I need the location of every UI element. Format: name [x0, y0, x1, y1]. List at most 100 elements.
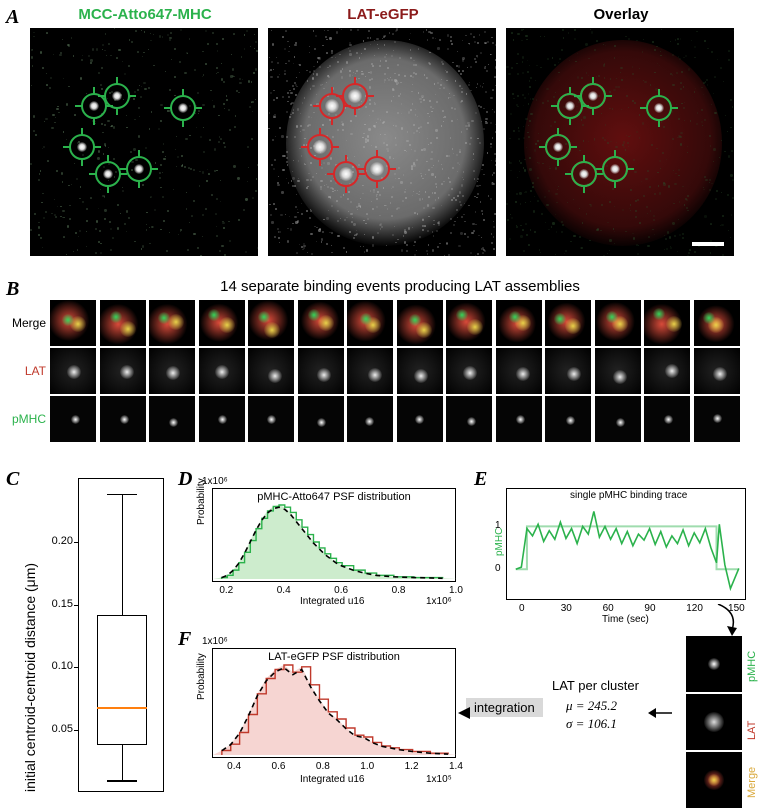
- mini-tile: [686, 636, 742, 692]
- tile-pmhc: [496, 396, 542, 442]
- tile-pmhc: [347, 396, 393, 442]
- tile-merge: [694, 300, 740, 346]
- tile-merge: [248, 300, 294, 346]
- tile-merge: [446, 300, 492, 346]
- tile-lat: [149, 348, 195, 394]
- tile-merge: [595, 300, 641, 346]
- panel-label-D: D: [178, 468, 192, 491]
- crosshair-marker: [642, 91, 676, 125]
- tile-pmhc: [545, 396, 591, 442]
- F-ytop: 1x10⁶: [202, 636, 228, 647]
- E-ylab: pMHC: [494, 528, 505, 556]
- tile-lat: [298, 348, 344, 394]
- mini-tile: [686, 752, 742, 808]
- colA-title-3: Overlay: [506, 6, 736, 23]
- tile-lat: [694, 348, 740, 394]
- tile-merge: [545, 300, 591, 346]
- tile-merge: [347, 300, 393, 346]
- tile-merge: [149, 300, 195, 346]
- crosshair-marker: [576, 79, 610, 113]
- rowlab-merge: Merge: [0, 316, 46, 330]
- micrograph-lat: [268, 28, 496, 256]
- ytick-label: 0.20: [37, 535, 73, 547]
- ytick-label: 0.05: [37, 723, 73, 735]
- tile-pmhc: [397, 396, 443, 442]
- tile-merge: [496, 300, 542, 346]
- F-ylab: Probability: [196, 653, 207, 700]
- E-title: single pMHC binding trace: [570, 490, 687, 501]
- lat-per-cluster-label: LAT per cluster: [552, 678, 639, 693]
- tile-pmhc: [595, 396, 641, 442]
- panel-label-C: C: [6, 468, 19, 491]
- boxplot: 0.050.100.150.20: [78, 478, 164, 792]
- rowlab-pmhc: pMHC: [0, 412, 46, 426]
- colA-title-2: LAT-eGFP: [268, 6, 498, 23]
- tile-lat: [50, 348, 96, 394]
- F-xright: 1x10⁵: [426, 774, 452, 785]
- tile-lat: [347, 348, 393, 394]
- trace-plot: 030609012015001: [506, 488, 746, 600]
- tile-lat: [545, 348, 591, 394]
- tile-merge: [199, 300, 245, 346]
- crosshair-marker: [122, 152, 156, 186]
- mini-tile: [686, 694, 742, 750]
- tile-lat: [100, 348, 146, 394]
- D-xright: 1x10⁶: [426, 596, 452, 607]
- panel-label-B: B: [6, 278, 19, 301]
- crosshair-marker: [598, 152, 632, 186]
- crosshair-marker: [329, 157, 363, 191]
- panel-label-A: A: [6, 6, 19, 29]
- mini-tile-label: Merge: [746, 767, 758, 798]
- tile-pmhc: [100, 396, 146, 442]
- tile-pmhc: [446, 396, 492, 442]
- crosshair-marker: [338, 79, 372, 113]
- crosshair-marker: [360, 152, 394, 186]
- panelB-title: 14 separate binding events producing LAT…: [50, 278, 750, 295]
- D-xlab: Integrated u16: [300, 596, 365, 607]
- mu-line: μ = 245.2: [566, 698, 617, 714]
- tile-merge: [100, 300, 146, 346]
- tile-lat: [248, 348, 294, 394]
- crosshair-marker: [567, 157, 601, 191]
- tile-pmhc: [694, 396, 740, 442]
- ytick-label: 0.15: [37, 598, 73, 610]
- panel-label-E: E: [474, 468, 487, 491]
- tile-pmhc: [644, 396, 690, 442]
- mini-tile-label: pMHC: [746, 651, 758, 682]
- E-xlab: Time (sec): [602, 614, 649, 625]
- ytick-label: 0.10: [37, 660, 73, 672]
- tile-pmhc: [50, 396, 96, 442]
- tile-lat: [496, 348, 542, 394]
- mini-tile-label: LAT: [746, 721, 758, 740]
- D-ylab: Probability: [196, 478, 207, 525]
- micrograph-mcc: [30, 28, 258, 256]
- tile-pmhc: [149, 396, 195, 442]
- histogram-D: pMHC-Atto647 PSF distribution 0.20.40.60…: [212, 488, 456, 582]
- tile-merge: [298, 300, 344, 346]
- crosshair-marker: [91, 157, 125, 191]
- tile-merge: [397, 300, 443, 346]
- rowlab-lat: LAT: [0, 364, 46, 378]
- arrow-right: [648, 706, 672, 724]
- tile-pmhc: [298, 396, 344, 442]
- tile-lat: [446, 348, 492, 394]
- tile-pmhc: [199, 396, 245, 442]
- colA-title-1: MCC-Atto647-MHC: [30, 6, 260, 23]
- tile-lat: [595, 348, 641, 394]
- crosshair-marker: [166, 91, 200, 125]
- tile-lat: [397, 348, 443, 394]
- tile-merge: [50, 300, 96, 346]
- sigma-line: σ = 106.1: [566, 716, 617, 732]
- micrograph-overlay: [506, 28, 734, 256]
- arrow-left: [458, 706, 470, 724]
- tile-merge: [644, 300, 690, 346]
- panel-label-F: F: [178, 628, 191, 651]
- crosshair-marker: [100, 79, 134, 113]
- tile-pmhc: [248, 396, 294, 442]
- panelC-ylabel: initial centroid-centroid distance (μm): [22, 563, 38, 792]
- tile-lat: [199, 348, 245, 394]
- F-xlab: Integrated u16: [300, 774, 365, 785]
- integration-label: integration: [466, 698, 543, 717]
- tile-lat: [644, 348, 690, 394]
- histogram-F: LAT-eGFP PSF distribution 0.40.60.81.01.…: [212, 648, 456, 758]
